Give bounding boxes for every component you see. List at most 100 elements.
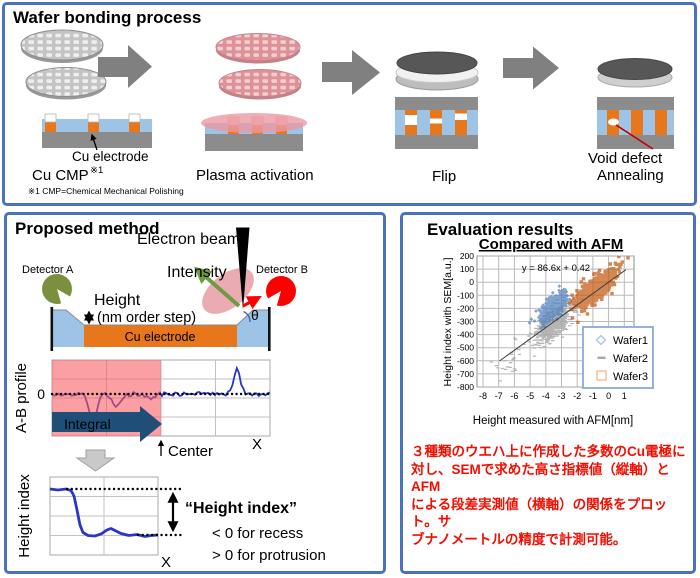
cmp-footnote: ※1 CMP=Chemical Mechanical Polishing: [28, 186, 184, 196]
plasma-layer: [201, 113, 307, 133]
legend-label-wafer2: Wafer2: [613, 353, 648, 365]
wafer-stack-flip: [395, 51, 479, 91]
stage-label-annealing: Annealing: [597, 167, 664, 184]
arrow-right-icon: [98, 45, 152, 88]
evaluation-description: ３種類のウエハ上に作成した多数のCu電極に 対し、SEMで求めた高さ指標値（縦軸…: [411, 444, 686, 547]
detector-a-icon: [42, 273, 72, 304]
afm-scatter-chart: Compared with AFM -8 -7 -6 -5 -4 -3 -2 -1 0 1 200…: [442, 236, 654, 427]
proposed-method-title: Proposed method: [15, 219, 160, 238]
wafer-bonding-title: Wafer bonding process: [13, 8, 202, 27]
svg-text:-600: -600: [457, 356, 474, 366]
height-index-axis-label: Height index: [16, 474, 33, 558]
legend-diamond-icon: [595, 334, 607, 346]
proposed-method-panel: Proposed method Electron beam Detector A…: [4, 212, 386, 574]
wafer-bonding-diagram: Cu electrode Cu CMP ※1 Plasma activation: [20, 29, 674, 196]
svg-text:0: 0: [606, 391, 611, 401]
svg-text:-500: -500: [457, 343, 474, 353]
cu-electrode-pointer: [90, 133, 98, 151]
void-defect-label: Void defect: [588, 150, 663, 167]
svg-text:-100: -100: [457, 290, 474, 300]
height-sub-label: (nm order step): [97, 310, 196, 326]
cu-electrode-label: Cu electrode: [125, 330, 196, 344]
height-index-callout: “Height index”: [185, 500, 297, 517]
svg-text:-7: -7: [495, 391, 503, 401]
scatter-title: Compared with AFM: [479, 236, 623, 253]
ab-profile-axis-label: A-B profile: [13, 363, 30, 433]
ab-profile-chart: 0 A-B profile Integral Center X: [13, 359, 272, 460]
scatter-legend: Wafer1 Wafer2 Wafer3: [582, 326, 654, 389]
detector-b-signal-arrow: [242, 295, 262, 310]
cross-section-plasma: [201, 113, 307, 151]
cu-electrode-label: Cu electrode: [72, 149, 149, 164]
svg-text:-200: -200: [457, 303, 474, 313]
svg-text:-5: -5: [526, 391, 534, 401]
svg-text:-300: -300: [457, 317, 474, 327]
cross-section-flip: [395, 97, 478, 149]
stage-label-flip: Flip: [432, 168, 456, 185]
svg-text:100: 100: [460, 264, 474, 274]
evaluation-results-title: Evaluation results: [427, 220, 574, 239]
svg-text:-6: -6: [510, 391, 518, 401]
svg-text:-3: -3: [557, 391, 565, 401]
svg-text:-400: -400: [457, 330, 474, 340]
legend-square-icon: [596, 370, 607, 381]
height-label: Height: [94, 292, 141, 309]
integral-arrow: [52, 406, 162, 442]
trend-equation: y = 86.6x + 0.42: [522, 263, 590, 274]
cross-section-cmp: [42, 113, 152, 148]
series-wafer1: [527, 284, 573, 330]
evaluation-results-panel: Evaluation results Compared with AFM -8-…: [400, 212, 696, 574]
void-defect-pointer: [615, 124, 654, 150]
recess-note: < 0 for recess: [212, 525, 303, 542]
arrow-right-icon: [503, 46, 559, 90]
svg-text:-4: -4: [542, 391, 550, 401]
electron-beam-label: Electron beam: [137, 231, 240, 248]
arrow-right-icon: [322, 50, 380, 95]
cross-section-annealing: [597, 97, 674, 150]
svg-text:-2: -2: [573, 391, 581, 401]
protrusion-note: > 0 for protrusion: [212, 547, 326, 564]
detector-b-label: Detector B: [256, 264, 308, 276]
zero-label: 0: [37, 386, 45, 402]
svg-text:-800: -800: [457, 382, 474, 392]
ab-x-axis-label: X: [252, 436, 262, 453]
stage-label-cmp-sup: ※1: [90, 165, 103, 176]
proposed-method-diagram: Electron beam Detector A Detector B Cu e…: [13, 227, 326, 571]
wafer-pair-plasma: [215, 33, 302, 100]
height-index-chart: Height index X: [16, 474, 185, 571]
center-label: Center: [168, 443, 213, 460]
void-defect-shape: [608, 118, 619, 126]
wafer-bonded-annealing: [597, 58, 673, 88]
intensity-label: Intensity: [167, 264, 227, 281]
svg-text:200: 200: [460, 251, 474, 261]
svg-text:1: 1: [622, 391, 627, 401]
stage-label-plasma: Plasma activation: [196, 167, 314, 184]
detector-b-icon: [266, 275, 296, 306]
arrow-down-icon: [75, 449, 116, 472]
legend-label-wafer3: Wafer3: [613, 371, 648, 383]
theta-arc: [243, 310, 251, 323]
x-axis-title: Height measured with AFM[nm]: [473, 415, 633, 427]
theta-label: θ: [251, 307, 259, 323]
svg-text:-700: -700: [457, 369, 474, 379]
legend-label-wafer1: Wafer1: [613, 335, 648, 347]
trend-line: [499, 269, 627, 362]
integral-label: Integral: [64, 416, 111, 432]
wafer-pair-cmp: [20, 29, 107, 100]
scatter-points: [489, 256, 630, 382]
series-wafer3: [568, 256, 630, 324]
hi-x-axis-label: X: [161, 554, 171, 571]
detector-a-label: Detector A: [22, 264, 74, 276]
electron-beam-icon: [236, 227, 250, 310]
height-index-trace: [49, 487, 159, 538]
svg-text:-1: -1: [589, 391, 597, 401]
y-tick-labels: 200 100 0 -100 -200 -300 -400 -500 -600 -700 -800: [457, 251, 474, 392]
detector-a-signal-arrow: [194, 266, 241, 308]
stage-label-cmp: Cu CMP: [32, 167, 89, 184]
svg-text:-8: -8: [479, 391, 487, 401]
wafer-bonding-panel: Wafer bonding process Cu electrode Cu C: [2, 2, 697, 206]
x-tick-labels: -8 -7 -6 -5 -4 -3 -2 -1 0 1: [479, 391, 627, 401]
y-axis-title: Height index with SEM[a.u.]: [442, 257, 454, 386]
svg-text:0: 0: [469, 277, 474, 287]
legend-dash-icon: [597, 356, 606, 359]
